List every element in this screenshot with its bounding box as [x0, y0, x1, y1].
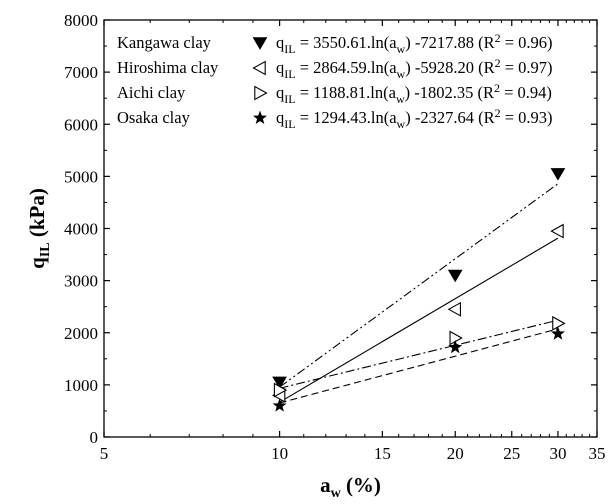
data-point-kangawa-clay: [550, 168, 566, 181]
y-tick-label: 8000: [64, 11, 98, 30]
legend-equation-aichi-clay: qIL = 1188.81.ln(aw) -1802.35 (R2 = 0.94…: [276, 81, 552, 106]
data-point-aichi-clay: [552, 315, 566, 331]
x-tick-label: 25: [503, 444, 520, 463]
legend-marker-aichi-clay: [254, 85, 268, 101]
data-point-hiroshima-clay: [550, 223, 564, 239]
data-point-osaka-clay: [550, 326, 565, 340]
x-tick-label: 20: [447, 444, 464, 463]
legend-label-aichi-clay: Aichi clay: [117, 83, 186, 102]
y-tick-label: 4000: [64, 220, 98, 239]
legend-equation-osaka-clay: qIL = 1294.43.ln(aw) -2327.64 (R2 = 0.93…: [276, 106, 553, 131]
fit-line-osaka-clay: [279, 328, 559, 404]
data-point-kangawa-clay: [272, 376, 287, 390]
data-point-aichi-clay: [449, 330, 463, 346]
data-point-osaka-clay: [272, 398, 287, 412]
y-tick-label: 7000: [64, 63, 98, 82]
x-tick-label: 35: [589, 444, 606, 463]
data-point-osaka-clay: [448, 339, 463, 354]
fit-line-aichi-clay: [279, 319, 559, 389]
y-tick-label: 5000: [64, 167, 98, 186]
legend-label-osaka-clay: Osaka clay: [117, 108, 191, 127]
data-point-aichi-clay: [273, 382, 288, 398]
y-tick-label: 0: [90, 428, 99, 447]
legend-equation-kangawa-clay: qIL = 3550.61.ln(aw) -7217.88 (R2 = 0.96…: [276, 31, 553, 56]
fit-line-hiroshima-clay: [279, 237, 559, 403]
x-tick-label: 5: [100, 444, 109, 463]
legend-marker-osaka-clay: [252, 110, 268, 124]
x-tick-label: 15: [374, 444, 391, 463]
legend-marker-hiroshima-clay: [252, 60, 266, 76]
y-tick-label: 6000: [64, 115, 98, 134]
legend-label-kangawa-clay: Kangawa clay: [117, 33, 212, 52]
legend-marker-kangawa-clay: [252, 37, 268, 50]
data-point-hiroshima-clay: [447, 301, 461, 317]
legend-label-hiroshima-clay: Hiroshima clay: [117, 58, 219, 77]
y-tick-label: 1000: [64, 376, 98, 395]
y-axis-title: qIL (kPa): [25, 188, 53, 269]
data-point-kangawa-clay: [447, 269, 463, 283]
x-tick-label: 30: [549, 444, 566, 463]
y-tick-label: 2000: [64, 324, 98, 343]
y-tick-label: 3000: [64, 272, 98, 291]
legend-equation-hiroshima-clay: qIL = 2864.59.ln(aw) -5928.20 (R2 = 0.97…: [276, 56, 553, 81]
x-tick-label: 10: [271, 444, 288, 463]
fit-line-kangawa-clay: [279, 183, 559, 388]
x-axis-title: aw (%): [320, 473, 381, 499]
